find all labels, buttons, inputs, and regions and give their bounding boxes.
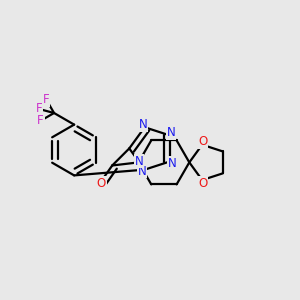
Text: F: F — [37, 114, 44, 127]
Text: N: N — [168, 157, 176, 169]
Text: N: N — [138, 165, 147, 178]
Text: N: N — [139, 118, 148, 131]
Text: N: N — [167, 126, 176, 140]
Text: O: O — [198, 177, 207, 190]
Text: O: O — [198, 135, 207, 148]
Text: N: N — [135, 154, 143, 168]
Text: O: O — [97, 177, 106, 190]
Text: F: F — [36, 103, 42, 116]
Text: F: F — [43, 93, 50, 106]
